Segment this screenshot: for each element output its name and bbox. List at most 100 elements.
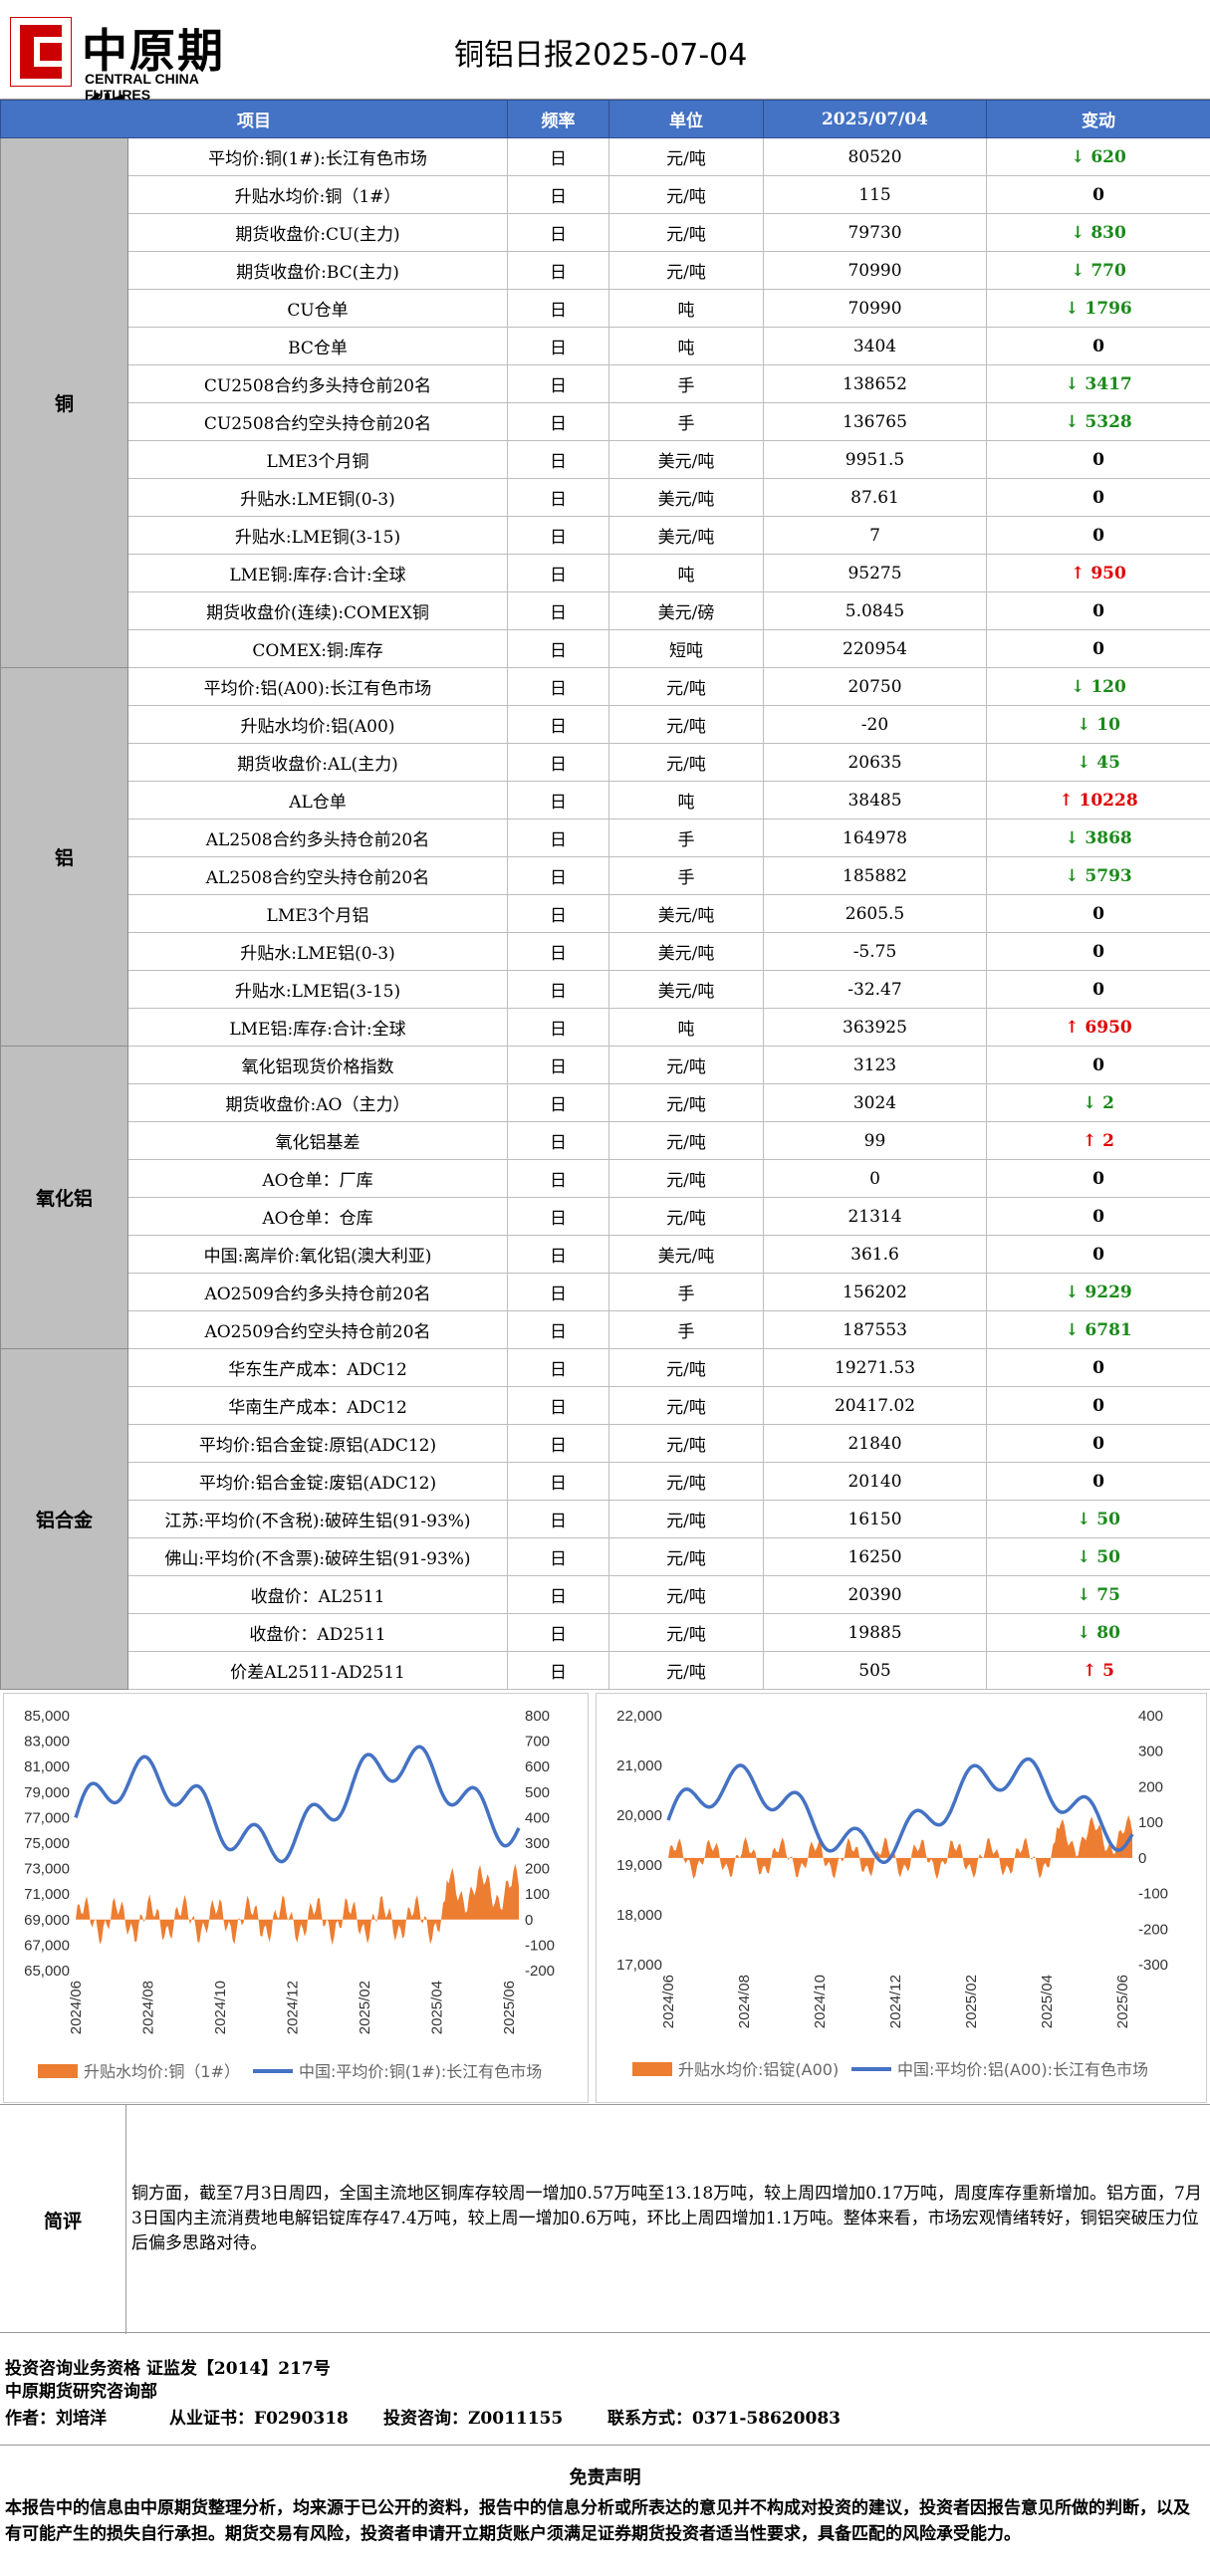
change-value: 2: [1102, 1130, 1114, 1151]
change-value: 0: [1092, 638, 1104, 659]
table-row: 期货收盘价:AO（主力）日元/吨 3024 ↓ 2: [1, 1083, 1210, 1122]
qualification-line: 投资咨询业务资格 证监发【2014】217号: [5, 2359, 331, 2379]
header-date: 2025/07/04: [763, 100, 987, 138]
change-value: 9229: [1085, 1282, 1132, 1302]
x-axis-tick: 2025/06: [1114, 1975, 1131, 2028]
logo-mark-icon: [10, 17, 72, 87]
right-axis-tick: 600: [525, 1758, 550, 1775]
change-cell: 0: [986, 175, 1210, 214]
x-axis-tick: 2025/04: [429, 1981, 446, 2034]
right-axis-tick: 300: [525, 1835, 550, 1852]
unit-cell: 美元/吨: [608, 1235, 764, 1274]
left-axis-tick: 18,000: [616, 1907, 662, 1924]
arrow-down-icon: ↓: [1082, 1092, 1103, 1113]
left-axis-tick: 83,000: [24, 1734, 70, 1751]
change-cell: ↓ 120: [986, 667, 1210, 706]
table-row: 收盘价：AL2511 日元/吨 20390 ↓ 75: [1, 1575, 1210, 1614]
item-name-cell: 华东生产成本：ADC12: [127, 1348, 508, 1387]
item-name-cell: 升贴水均价:铝(A00): [127, 705, 508, 744]
change-cell: 0: [986, 1348, 1210, 1387]
unit-cell: 美元/吨: [608, 894, 764, 933]
right-axis-tick: 200: [1138, 1778, 1163, 1795]
change-value: 0: [1092, 941, 1104, 962]
frequency-cell: 日: [507, 1008, 609, 1047]
x-axis-tick: 2024/10: [812, 1975, 829, 2028]
item-name-cell: 升贴水:LME铜(3-15): [127, 516, 508, 555]
arrow-down-icon: ↓: [1077, 1509, 1097, 1529]
value-cell: 5.0845: [763, 591, 987, 630]
change-cell: ↑ 2: [986, 1121, 1210, 1160]
frequency-cell: 日: [507, 1537, 609, 1576]
change-value: 0: [1092, 525, 1104, 546]
change-value: 1796: [1085, 298, 1132, 319]
frequency-cell: 日: [507, 1083, 609, 1122]
unit-cell: 美元/吨: [608, 478, 764, 517]
change-value: 80: [1096, 1622, 1120, 1643]
table-row: LME铜:库存:合计:全球日吨 95275 ↑ 950: [1, 554, 1210, 592]
value-cell: 136765: [763, 402, 987, 441]
right-axis-tick: 200: [525, 1861, 550, 1878]
disclaimer-title: 免责声明: [569, 2467, 641, 2488]
arrow-down-icon: ↓: [1065, 298, 1086, 319]
arrow-down-icon: ↓: [1071, 146, 1091, 167]
unit-cell: 美元/吨: [608, 440, 764, 479]
change-value: 5: [1102, 1660, 1114, 1681]
left-axis-tick: 21,000: [616, 1757, 662, 1774]
value-cell: 505: [763, 1651, 987, 1690]
header-frequency: 频率: [507, 100, 609, 138]
change-value: 2: [1102, 1092, 1114, 1113]
frequency-cell: 日: [507, 289, 609, 328]
arrow-down-icon: ↓: [1077, 714, 1097, 735]
header-unit: 单位: [608, 100, 764, 138]
change-value: 0: [1092, 1433, 1104, 1454]
item-name-cell: CU2508合约多头持仓前20名: [127, 364, 508, 403]
left-axis-tick: 22,000: [616, 1708, 662, 1725]
arrow-down-icon: ↓: [1065, 411, 1086, 432]
x-axis-tick: 2025/06: [501, 1981, 518, 2034]
value-cell: 138652: [763, 364, 987, 403]
table-row: 江苏:平均价(不含税):破碎生铝(91-93%) 日元/吨 16150 ↓ 50: [1, 1500, 1210, 1538]
comment-label: 简评: [0, 2105, 126, 2334]
item-name-cell: 氧化铝现货价格指数: [127, 1046, 508, 1084]
change-value: 50: [1096, 1509, 1120, 1529]
item-name-cell: LME铝:库存:合计:全球: [127, 1008, 508, 1047]
x-axis-tick: 2024/08: [140, 1981, 157, 2034]
unit-cell: 吨: [608, 1008, 764, 1047]
x-axis-tick: 2024/10: [212, 1981, 229, 2034]
item-name-cell: 价差AL2511-AD2511: [127, 1651, 508, 1690]
change-value: 0: [1092, 1054, 1104, 1075]
item-name-cell: 收盘价：AD2511: [127, 1613, 508, 1652]
unit-cell: 元/吨: [608, 1537, 764, 1576]
contact-phone: 联系方式：0371-58620083: [607, 2409, 841, 2429]
value-cell: 3123: [763, 1046, 987, 1084]
value-cell: 220954: [763, 629, 987, 668]
item-name-cell: AO2509合约空头持仓前20名: [127, 1310, 508, 1349]
left-axis-tick: 65,000: [24, 1963, 70, 1980]
arrow-up-icon: ↑: [1059, 790, 1080, 811]
table-row: LME铝:库存:合计:全球日吨 363925 ↑ 6950: [1, 1008, 1210, 1047]
arrow-down-icon: ↓: [1077, 1546, 1097, 1567]
legend-label-price: 中国:平均价:铜(1#):长江有色市场: [299, 2062, 542, 2081]
category-cell: 铝合金: [0, 1348, 128, 1690]
change-value: 3868: [1085, 827, 1132, 848]
x-axis-tick: 2024/12: [887, 1975, 904, 2028]
table-row: 氧化铝基差日元/吨 99 ↑ 2: [1, 1121, 1210, 1160]
item-name-cell: AO仓单：仓库: [127, 1197, 508, 1236]
frequency-cell: 日: [507, 1121, 609, 1160]
value-cell: 87.61: [763, 478, 987, 517]
left-axis-tick: 17,000: [616, 1957, 662, 1974]
change-cell: 0: [986, 1424, 1210, 1463]
arrow-down-icon: ↓: [1065, 827, 1086, 848]
unit-cell: 元/吨: [608, 137, 764, 176]
unit-cell: 手: [608, 856, 764, 895]
change-cell: ↓ 620: [986, 137, 1210, 176]
frequency-cell: 日: [507, 1651, 609, 1690]
change-cell: ↓ 3417: [986, 364, 1210, 403]
frequency-cell: 日: [507, 743, 609, 782]
data-table: 项目 频率 单位 2025/07/04 变动 铜平均价:铜(1#):长江有色市场…: [0, 100, 1210, 1690]
left-axis-tick: 20,000: [616, 1807, 662, 1824]
table-row: 平均价:铝合金锭:废铝(ADC12) 日元/吨 20140 0: [1, 1462, 1210, 1501]
unit-cell: 手: [608, 819, 764, 857]
license-number: 从业证书：F0290318: [169, 2409, 349, 2429]
arrow-down-icon: ↓: [1077, 752, 1097, 773]
